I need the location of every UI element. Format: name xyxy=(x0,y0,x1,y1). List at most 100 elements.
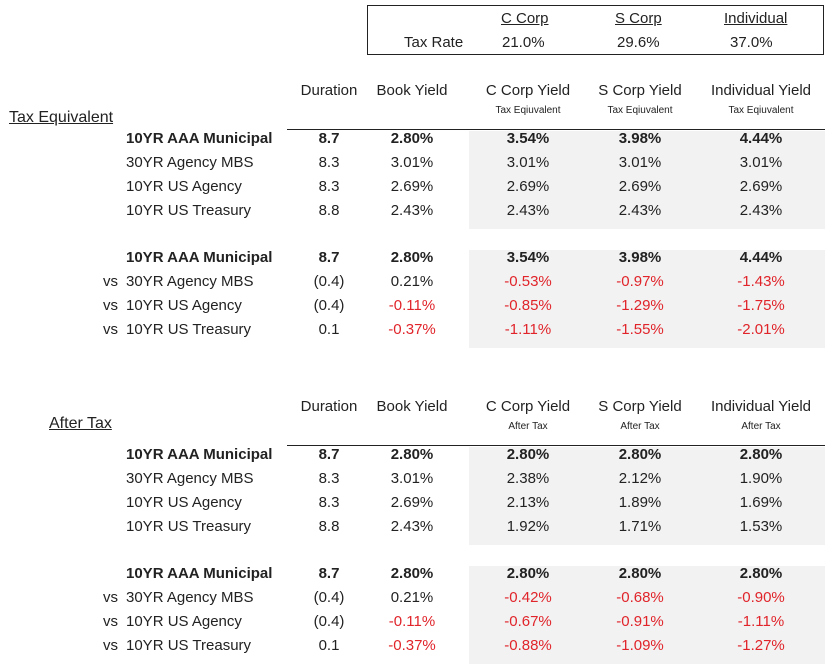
s-corp-yield-cell: -1.29% xyxy=(616,297,664,314)
individual-yield-cell: 2.80% xyxy=(739,446,783,463)
duration-header: Duration xyxy=(300,398,358,415)
book-yield-cell: -0.37% xyxy=(388,637,436,654)
s-corp-yield-cell: 1.71% xyxy=(618,518,662,535)
c-corp-yield-cell: 2.80% xyxy=(506,446,550,463)
row-security-name: 10YR US Agency xyxy=(126,297,242,314)
duration-cell: (0.4) xyxy=(313,297,345,314)
table-row: 10YR US Treasury 8.8 2.43% 1.92% 1.71% 1.53% xyxy=(0,518,838,542)
individual-subheader: Tax Eqiuvalent xyxy=(728,105,794,116)
s-corp-yield-cell: -0.97% xyxy=(616,273,664,290)
c-corp-yield-cell: 2.80% xyxy=(506,565,550,582)
tax-rate-s-corp: 29.6% xyxy=(617,34,660,51)
table-row: 10YR US Agency 8.3 2.69% 2.69% 2.69% 2.69% xyxy=(0,178,838,202)
c-corp-yield-cell: 2.43% xyxy=(506,202,550,219)
c-corp-yield-cell: 3.54% xyxy=(506,130,550,147)
table-row: 10YR AAA Municipal 8.7 2.80% 3.54% 3.98% 4.44… xyxy=(0,130,838,154)
duration-cell: 8.7 xyxy=(318,249,340,266)
book-yield-header: Book Yield xyxy=(376,398,448,415)
section-title: Tax Equivalent xyxy=(9,109,114,126)
s-corp-yield-cell: 3.98% xyxy=(618,130,662,147)
book-yield-cell: 0.21% xyxy=(390,273,434,290)
s-corp-yield-cell: -0.68% xyxy=(616,589,664,606)
section-title: After Tax xyxy=(49,415,112,432)
c-corp-yield-cell: 2.38% xyxy=(506,470,550,487)
c-corp-yield-cell: 2.13% xyxy=(506,494,550,511)
c-corp-subheader: After Tax xyxy=(508,421,548,432)
individual-yield-cell: 4.44% xyxy=(739,130,783,147)
duration-cell: (0.4) xyxy=(313,589,345,606)
individual-yield-cell: -1.75% xyxy=(737,297,785,314)
individual-yield-cell: 2.80% xyxy=(739,565,783,582)
row-security-name: 10YR AAA Municipal xyxy=(126,446,273,463)
book-yield-cell: 2.80% xyxy=(390,249,434,266)
duration-cell: 8.3 xyxy=(318,154,340,171)
tax-rate-c-corp: 21.0% xyxy=(502,34,545,51)
s-corp-yield-cell: 3.01% xyxy=(618,154,662,171)
tax-rate-label: Tax Rate xyxy=(404,34,464,51)
s-corp-yield-cell: 2.12% xyxy=(618,470,662,487)
row-security-name: 10YR US Treasury xyxy=(126,202,252,219)
row-security-name: 10YR AAA Municipal xyxy=(126,565,273,582)
s-corp-yield-cell: 2.80% xyxy=(618,565,662,582)
duration-cell: 8.8 xyxy=(318,202,340,219)
duration-cell: 8.7 xyxy=(318,446,340,463)
row-security-name: 30YR Agency MBS xyxy=(126,273,254,290)
book-yield-cell: 2.43% xyxy=(390,202,434,219)
duration-cell: 0.1 xyxy=(318,321,340,338)
book-yield-cell: 2.69% xyxy=(390,178,434,195)
row-security-name: 10YR US Treasury xyxy=(126,321,252,338)
individual-yield-cell: -1.11% xyxy=(737,613,785,630)
individual-yield-cell: -1.43% xyxy=(737,273,785,290)
s-corp-yield-cell: 2.69% xyxy=(618,178,662,195)
comparison-row: vs 10YR US Agency (0.4) -0.11% -0.85% -1.29% -… xyxy=(0,297,838,321)
s-corp-yield-cell: 2.43% xyxy=(618,202,662,219)
book-yield-cell: 3.01% xyxy=(390,154,434,171)
individual-yield-cell: 1.69% xyxy=(739,494,783,511)
individual-yield-cell: 4.44% xyxy=(739,249,783,266)
shaded-block-comparison xyxy=(469,250,825,348)
table-row: 10YR AAA Municipal 8.7 2.80% 2.80% 2.80% 2.80… xyxy=(0,446,838,470)
individual-yield-cell: -2.01% xyxy=(737,321,785,338)
s-corp-yield-header: S Corp Yield xyxy=(598,398,682,415)
table-row: 10YR US Agency 8.3 2.69% 2.13% 1.89% 1.69% xyxy=(0,494,838,518)
book-yield-cell: -0.11% xyxy=(388,297,436,314)
comparison-row: 10YR AAA Municipal 8.7 2.80% 3.54% 3.98% 4.44… xyxy=(0,249,838,273)
c-corp-yield-cell: -1.11% xyxy=(504,321,552,338)
tax-col-header-s-corp: S Corp xyxy=(615,10,662,27)
duration-cell: (0.4) xyxy=(313,273,345,290)
row-prefix: vs xyxy=(103,613,118,630)
s-corp-subheader: After Tax xyxy=(620,421,660,432)
book-yield-cell: 2.69% xyxy=(390,494,434,511)
comparison-row: vs 10YR US Agency (0.4) -0.11% -0.67% -0.91% -… xyxy=(0,613,838,637)
duration-cell: 8.7 xyxy=(318,565,340,582)
row-security-name: 10YR US Agency xyxy=(126,494,242,511)
tax-rate-individual: 37.0% xyxy=(730,34,773,51)
duration-cell: 8.8 xyxy=(318,518,340,535)
c-corp-yield-cell: 1.92% xyxy=(506,518,550,535)
header-divider xyxy=(287,445,825,446)
duration-cell: 8.3 xyxy=(318,178,340,195)
shaded-block-main xyxy=(469,447,825,545)
row-security-name: 10YR US Treasury xyxy=(126,637,252,654)
s-corp-yield-cell: -1.09% xyxy=(616,637,664,654)
row-security-name: 10YR US Agency xyxy=(126,613,242,630)
row-security-name: 10YR AAA Municipal xyxy=(126,249,273,266)
shaded-block-comparison xyxy=(469,566,825,664)
c-corp-yield-cell: 2.69% xyxy=(506,178,550,195)
row-security-name: 30YR Agency MBS xyxy=(126,154,254,171)
row-security-name: 30YR Agency MBS xyxy=(126,470,254,487)
book-yield-cell: 2.80% xyxy=(390,130,434,147)
s-corp-yield-cell: 2.80% xyxy=(618,446,662,463)
c-corp-yield-cell: 3.01% xyxy=(506,154,550,171)
row-security-name: 10YR US Treasury xyxy=(126,518,252,535)
individual-yield-cell: -0.90% xyxy=(737,589,785,606)
duration-cell: 0.1 xyxy=(318,637,340,654)
c-corp-yield-cell: -0.67% xyxy=(504,613,552,630)
row-prefix: vs xyxy=(103,589,118,606)
s-corp-yield-header: S Corp Yield xyxy=(598,82,682,99)
row-prefix: vs xyxy=(103,637,118,654)
comparison-row: vs 10YR US Treasury 0.1 -0.37% -0.88% -1.09% -… xyxy=(0,637,838,661)
row-prefix: vs xyxy=(103,321,118,338)
table-row: 30YR Agency MBS 8.3 3.01% 2.38% 2.12% 1.90% xyxy=(0,470,838,494)
c-corp-yield-header: C Corp Yield xyxy=(485,82,571,99)
